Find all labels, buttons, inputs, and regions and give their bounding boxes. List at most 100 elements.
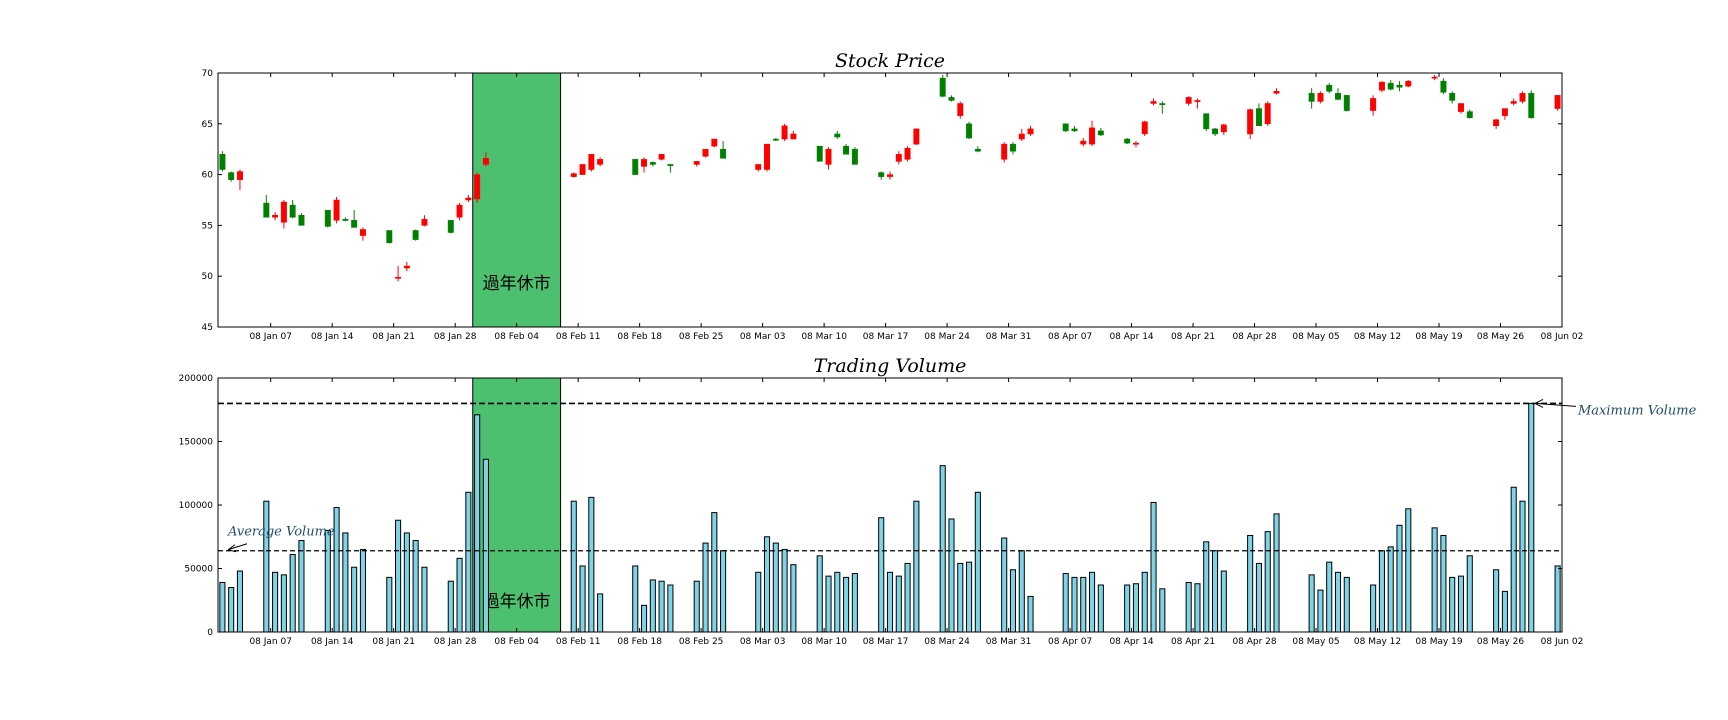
volume-bar bbox=[263, 500, 270, 633]
candle bbox=[825, 148, 832, 165]
candle bbox=[1132, 142, 1139, 145]
candle bbox=[456, 204, 463, 218]
candle bbox=[702, 148, 709, 157]
candle bbox=[263, 202, 270, 218]
candle bbox=[465, 197, 472, 201]
candle bbox=[280, 201, 287, 223]
x-tick-label: 08 Mar 10 bbox=[801, 637, 847, 647]
volume-bar bbox=[1001, 537, 1008, 633]
candle bbox=[289, 204, 296, 218]
volume-bar bbox=[1519, 500, 1526, 633]
candle bbox=[1150, 101, 1157, 104]
x-tick-label: 08 Jan 14 bbox=[311, 332, 354, 342]
y-tick-label: 0 bbox=[207, 628, 213, 638]
volume-bar bbox=[1150, 501, 1157, 633]
candle bbox=[1335, 93, 1341, 100]
y-tick-label: 150000 bbox=[179, 438, 214, 448]
volume-bar bbox=[579, 565, 586, 633]
volume-bar bbox=[1378, 550, 1385, 633]
volume-bar bbox=[834, 571, 841, 633]
volume-bar bbox=[447, 580, 454, 633]
x-tick-label: 08 Mar 24 bbox=[924, 332, 970, 342]
x-tick-label: 08 Apr 14 bbox=[1109, 332, 1153, 342]
x-tick-label: 08 Mar 10 bbox=[801, 332, 847, 342]
volume-bar bbox=[1141, 571, 1148, 633]
candle bbox=[1343, 95, 1350, 111]
x-tick-label: 08 Jan 21 bbox=[372, 637, 415, 647]
volume-bar bbox=[1264, 531, 1271, 633]
y-tick-label: 60 bbox=[202, 171, 214, 181]
volume-bar bbox=[395, 519, 402, 633]
volume-bar bbox=[1211, 550, 1219, 633]
candle bbox=[1247, 109, 1254, 135]
candle bbox=[764, 143, 770, 170]
volume-bar bbox=[1124, 584, 1131, 633]
volume-bar bbox=[913, 500, 920, 633]
candle bbox=[878, 172, 885, 177]
x-tick-label: 08 Mar 17 bbox=[863, 332, 909, 342]
candle bbox=[1554, 95, 1561, 109]
volume-bar bbox=[658, 580, 665, 633]
x-tick-label: 08 Feb 18 bbox=[617, 332, 662, 342]
volume-bar bbox=[640, 604, 648, 633]
volume-bar bbox=[1255, 562, 1262, 633]
volume-bar bbox=[632, 565, 639, 633]
candle bbox=[1203, 113, 1210, 130]
volume-bar bbox=[1071, 576, 1078, 633]
candle bbox=[966, 123, 973, 139]
candle bbox=[1255, 108, 1262, 127]
candle bbox=[1212, 128, 1218, 135]
volume-bar bbox=[324, 529, 331, 633]
volume-bar bbox=[816, 555, 823, 633]
volume-bar bbox=[886, 571, 894, 633]
volume-bar bbox=[878, 517, 885, 633]
y-tick-label: 65 bbox=[202, 120, 213, 130]
volume-bar bbox=[228, 587, 235, 633]
volume-bar bbox=[1027, 595, 1034, 633]
x-tick-label: 08 May 26 bbox=[1477, 637, 1525, 647]
volume-bar bbox=[1326, 561, 1333, 633]
candle bbox=[1440, 80, 1447, 93]
x-tick-label: 08 Apr 21 bbox=[1171, 332, 1215, 342]
candle bbox=[1528, 93, 1535, 118]
volume-bar bbox=[702, 542, 709, 633]
candle bbox=[1010, 143, 1016, 152]
holiday-label: 過年休市 bbox=[483, 274, 551, 294]
x-tick-label: 08 Mar 24 bbox=[924, 637, 970, 647]
x-tick-label: 08 Jan 07 bbox=[249, 637, 292, 647]
volume-bar bbox=[1493, 569, 1500, 633]
candle bbox=[219, 154, 226, 170]
x-tick-label: 08 Jan 07 bbox=[249, 332, 292, 342]
candle bbox=[386, 230, 393, 243]
candle bbox=[1466, 111, 1473, 118]
volume-bar bbox=[588, 496, 595, 633]
candle bbox=[1449, 93, 1456, 101]
candle bbox=[421, 219, 428, 226]
candle bbox=[1458, 103, 1464, 112]
volume-bar bbox=[1528, 402, 1535, 633]
candle bbox=[342, 219, 349, 221]
candle bbox=[939, 77, 946, 97]
volume-bar bbox=[1220, 570, 1227, 633]
volume-bar bbox=[570, 500, 577, 633]
volume-bar bbox=[1062, 573, 1069, 633]
x-tick-label: 08 Feb 25 bbox=[679, 332, 724, 342]
candle bbox=[228, 172, 235, 180]
candle bbox=[948, 97, 955, 101]
candle bbox=[711, 138, 718, 147]
volume-bar bbox=[851, 573, 858, 633]
x-tick-label: 08 Feb 11 bbox=[556, 332, 601, 342]
candle bbox=[667, 164, 674, 166]
x-tick-label: 08 Mar 03 bbox=[740, 332, 786, 342]
x-tick-label: 08 May 26 bbox=[1477, 332, 1525, 342]
candle bbox=[1308, 93, 1315, 102]
candle bbox=[597, 159, 604, 165]
candle bbox=[1159, 103, 1166, 105]
volume-bar bbox=[289, 554, 296, 633]
candle bbox=[482, 158, 489, 165]
volume-bar bbox=[1334, 571, 1342, 633]
volume-bar bbox=[649, 579, 656, 633]
maximum-volume-arrow bbox=[1534, 398, 1577, 408]
candle bbox=[843, 145, 850, 155]
x-tick-label: 08 Jan 28 bbox=[434, 637, 477, 647]
